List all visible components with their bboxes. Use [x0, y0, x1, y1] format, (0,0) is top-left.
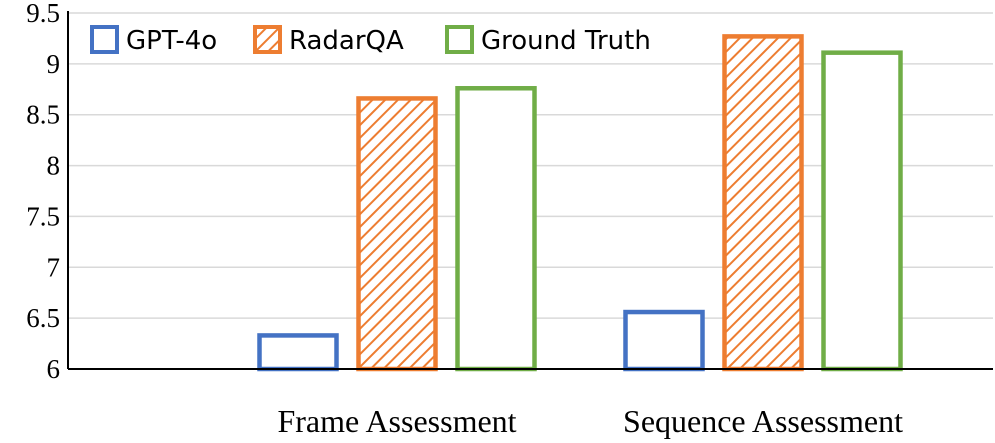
bars	[257, 34, 903, 372]
bar-gpt-4o-1	[257, 333, 339, 372]
y-tick-label: 9	[47, 49, 61, 79]
y-tick-label: 8	[47, 151, 61, 181]
bar-gpt-4o-2	[623, 309, 705, 372]
legend-label: GPT-4o	[126, 26, 217, 56]
y-tick-label: 9.5	[26, 0, 60, 28]
x-category-label: Sequence Assessment	[623, 403, 903, 439]
legend-label: RadarQA	[289, 26, 404, 56]
y-tick-label: 6	[47, 354, 61, 384]
bar-ground-truth-2	[821, 50, 903, 372]
legend-swatch	[445, 25, 474, 54]
legend-label: Ground Truth	[481, 26, 651, 56]
y-axis: 6 6.5 7 7.5 8 8.5 9 9.5	[26, 0, 69, 384]
x-category-label: Frame Assessment	[277, 403, 516, 439]
x-axis: Frame Assessment Sequence Assessment	[68, 368, 993, 439]
bar-ground-truth-1	[455, 86, 537, 372]
y-tick-label: 7	[47, 252, 61, 282]
y-tick-label: 6.5	[26, 303, 60, 333]
y-tick-label: 8.5	[26, 100, 60, 130]
legend-swatch	[253, 25, 282, 54]
y-tick-label: 7.5	[26, 201, 60, 231]
legend-swatch	[90, 25, 119, 54]
legend: GPT-4o RadarQA Ground Truth	[90, 25, 651, 56]
bar-radarqa-1	[356, 96, 438, 372]
bar-radarqa-2	[722, 34, 804, 372]
